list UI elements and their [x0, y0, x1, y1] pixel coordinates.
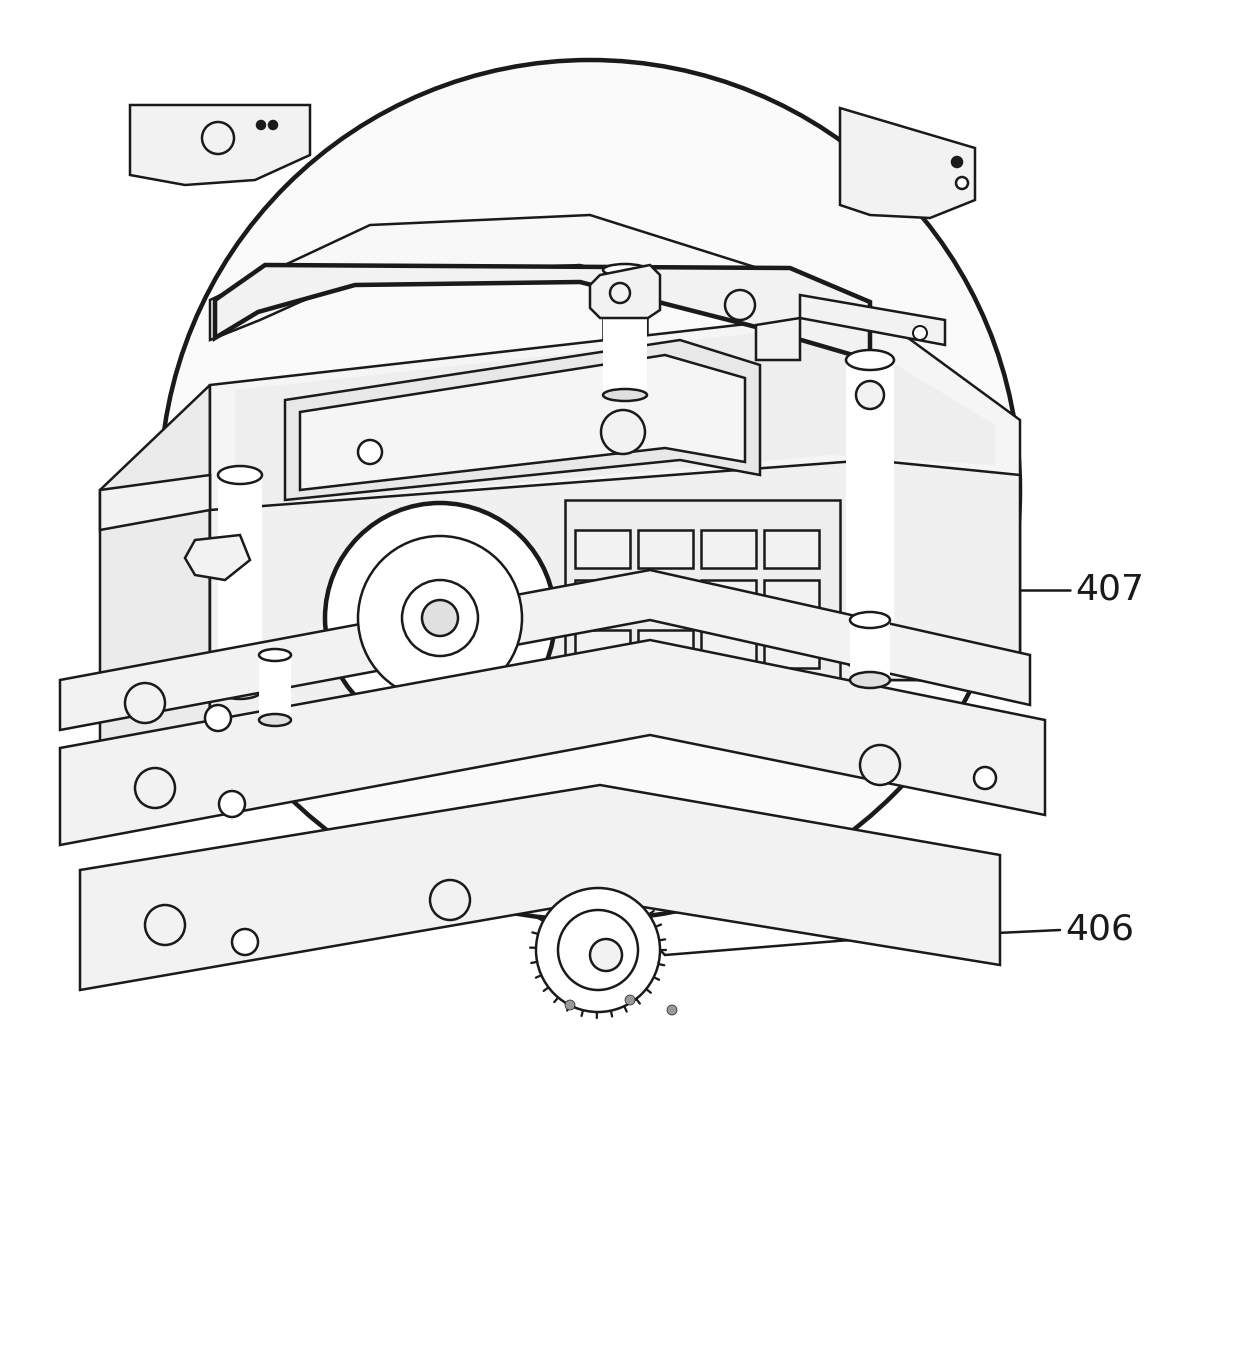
Polygon shape — [185, 535, 250, 580]
Polygon shape — [701, 630, 756, 668]
Polygon shape — [60, 640, 1045, 845]
Polygon shape — [236, 325, 994, 508]
Circle shape — [269, 122, 277, 130]
Polygon shape — [800, 296, 945, 346]
Polygon shape — [100, 385, 210, 819]
Polygon shape — [81, 784, 999, 990]
Circle shape — [861, 745, 900, 784]
Polygon shape — [218, 475, 262, 690]
Circle shape — [160, 59, 1021, 919]
Circle shape — [257, 122, 265, 130]
Circle shape — [205, 705, 231, 730]
Polygon shape — [130, 105, 310, 185]
Polygon shape — [839, 108, 975, 217]
Ellipse shape — [218, 466, 262, 485]
Polygon shape — [100, 475, 210, 531]
Circle shape — [667, 1004, 677, 1015]
Circle shape — [973, 767, 996, 788]
Ellipse shape — [849, 672, 890, 688]
Circle shape — [358, 536, 522, 701]
Ellipse shape — [259, 649, 291, 662]
Circle shape — [430, 880, 470, 919]
Circle shape — [219, 791, 246, 817]
Circle shape — [325, 504, 556, 733]
Polygon shape — [639, 580, 693, 618]
Polygon shape — [603, 270, 647, 396]
Ellipse shape — [603, 389, 647, 401]
Ellipse shape — [846, 649, 894, 670]
Circle shape — [422, 599, 458, 636]
Polygon shape — [60, 570, 1030, 730]
Polygon shape — [565, 500, 839, 680]
Circle shape — [232, 929, 258, 954]
Polygon shape — [210, 460, 1021, 734]
Circle shape — [590, 940, 622, 971]
Circle shape — [202, 122, 234, 154]
Circle shape — [536, 888, 660, 1012]
Polygon shape — [846, 360, 894, 660]
Ellipse shape — [218, 680, 262, 699]
Circle shape — [913, 325, 928, 340]
Polygon shape — [575, 630, 630, 668]
Circle shape — [610, 284, 630, 302]
Ellipse shape — [259, 714, 291, 726]
Circle shape — [725, 290, 755, 320]
Polygon shape — [210, 310, 1021, 734]
Circle shape — [565, 1000, 575, 1010]
Circle shape — [625, 995, 635, 1004]
Circle shape — [856, 381, 884, 409]
Ellipse shape — [603, 265, 647, 275]
Circle shape — [558, 910, 639, 990]
Polygon shape — [701, 531, 756, 568]
Circle shape — [358, 440, 382, 464]
Polygon shape — [701, 580, 756, 618]
Circle shape — [956, 177, 968, 189]
Polygon shape — [575, 580, 630, 618]
Polygon shape — [210, 215, 870, 355]
Polygon shape — [575, 531, 630, 568]
Polygon shape — [300, 355, 745, 490]
Text: 406: 406 — [1065, 913, 1135, 946]
Circle shape — [601, 410, 645, 454]
Polygon shape — [764, 580, 818, 618]
Polygon shape — [764, 630, 818, 668]
Polygon shape — [849, 620, 890, 680]
Circle shape — [402, 580, 477, 656]
Circle shape — [857, 382, 883, 408]
Polygon shape — [639, 630, 693, 668]
Polygon shape — [285, 340, 760, 500]
Ellipse shape — [849, 612, 890, 628]
Ellipse shape — [846, 350, 894, 370]
Circle shape — [145, 904, 185, 945]
Polygon shape — [100, 660, 210, 716]
Polygon shape — [639, 531, 693, 568]
Polygon shape — [215, 265, 870, 360]
Polygon shape — [756, 319, 800, 360]
Text: 407: 407 — [1075, 572, 1145, 608]
Polygon shape — [259, 655, 291, 720]
Polygon shape — [764, 531, 818, 568]
Circle shape — [952, 157, 962, 167]
Circle shape — [135, 768, 175, 809]
Polygon shape — [590, 265, 660, 319]
Circle shape — [125, 683, 165, 724]
